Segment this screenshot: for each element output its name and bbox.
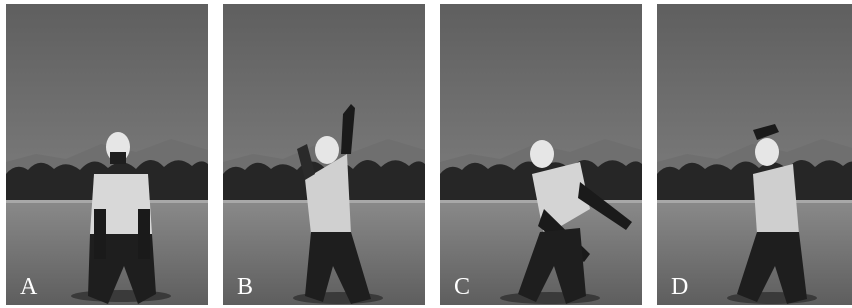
panel: D: [657, 4, 852, 305]
panel: B: [223, 4, 425, 305]
page: {"panels": [{"label": "A"}, {"label": "B…: [0, 0, 852, 308]
figure: A B C D: [0, 0, 852, 308]
panel: A: [6, 4, 208, 305]
panel-label: D: [671, 274, 688, 300]
panel-label: C: [454, 274, 470, 300]
panel-label: B: [237, 274, 253, 300]
panel: C: [440, 4, 642, 305]
panel-label: A: [20, 274, 38, 300]
